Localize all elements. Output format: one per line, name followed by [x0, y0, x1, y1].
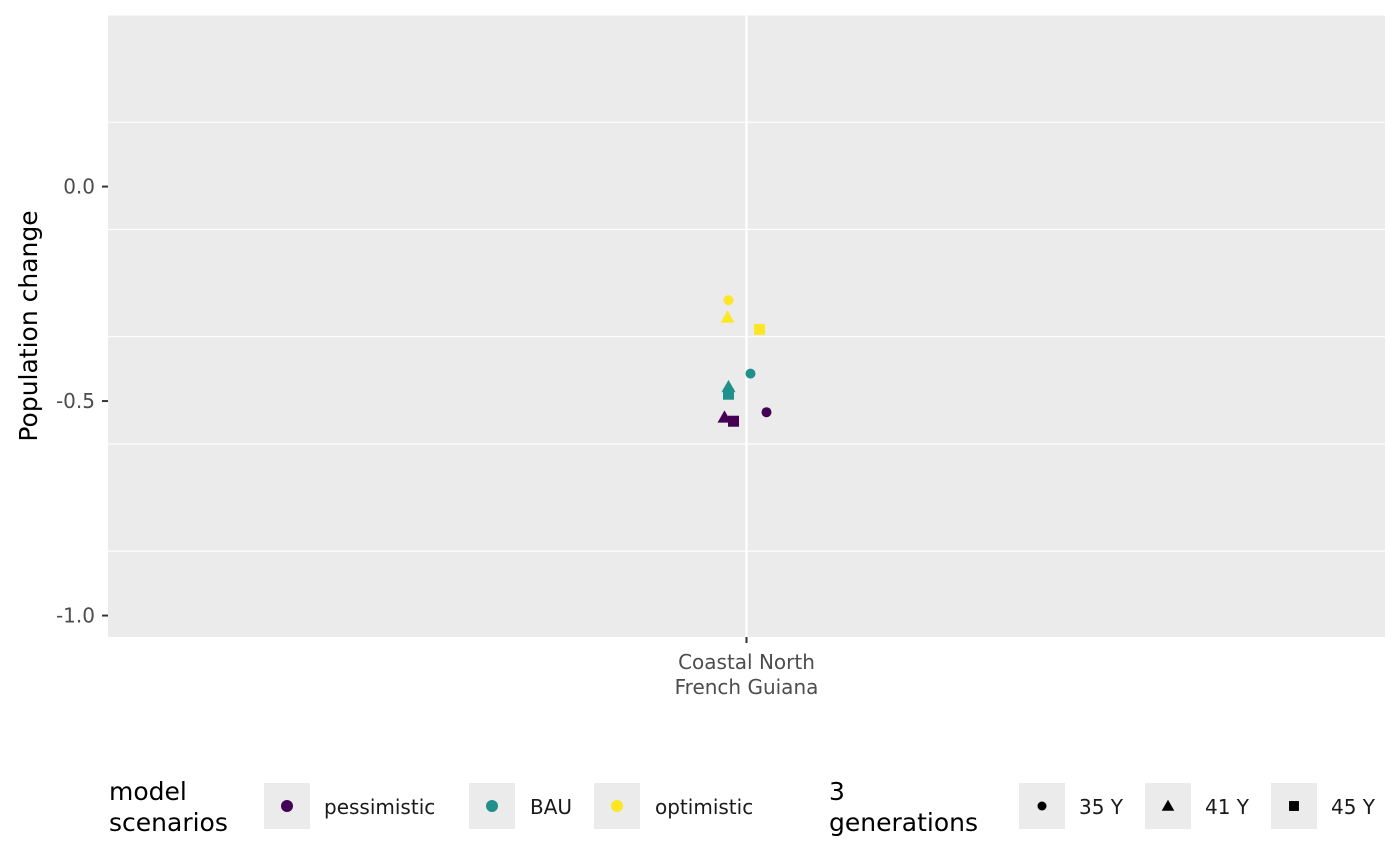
legend-swatch [611, 800, 623, 812]
y-tick-label: 0.0 [63, 175, 95, 199]
legend-label: pessimistic [324, 795, 435, 819]
legend-swatch [281, 800, 293, 812]
data-point-optimistic-square [754, 323, 765, 335]
legend-label: 45 Y [1331, 795, 1376, 819]
x-tick-label-line: French Guiana [675, 675, 819, 699]
legend-label: BAU [530, 795, 572, 819]
legend-swatch [486, 800, 498, 812]
legend-title: model scenarios [109, 777, 228, 837]
data-point-pessimistic-square [728, 415, 739, 427]
data-point-BAU-square [723, 388, 734, 400]
legend-label: 41 Y [1205, 795, 1250, 819]
legend-shape-circle [1037, 801, 1047, 811]
x-tick-label: Coastal North French Guiana [675, 650, 819, 699]
y-tick-label: -0.5 [56, 389, 95, 413]
legend-shape-square [1289, 801, 1299, 811]
legend-title-line: scenarios [109, 808, 228, 837]
x-tick-label-line: Coastal North [678, 650, 815, 674]
x-axis: Coastal North French Guiana [675, 637, 819, 699]
gridlines [108, 14, 1385, 637]
data-point-optimistic-circle [723, 295, 734, 306]
data-point-pessimistic-circle [761, 407, 772, 418]
legend-title-line: model [109, 777, 187, 806]
data-point-optimistic-triangle [720, 310, 735, 323]
legend-shape-triangle [1161, 799, 1175, 811]
y-tick-label: -1.0 [56, 604, 95, 628]
data-point-BAU-circle [745, 368, 756, 379]
legend-title: 3 generations [829, 777, 978, 837]
legend-title-line: 3 [829, 777, 845, 806]
legend: model scenarios pessimistic BAU optimistic 3 g… [109, 777, 1376, 837]
y-axis-title: Population change [14, 210, 43, 441]
legend-label: 35 Y [1079, 795, 1124, 819]
legend-label: optimistic [655, 795, 753, 819]
y-axis: 0.0 -0.5 -1.0 [56, 175, 108, 628]
data-points [717, 295, 772, 427]
legend-title-line: generations [829, 808, 978, 837]
